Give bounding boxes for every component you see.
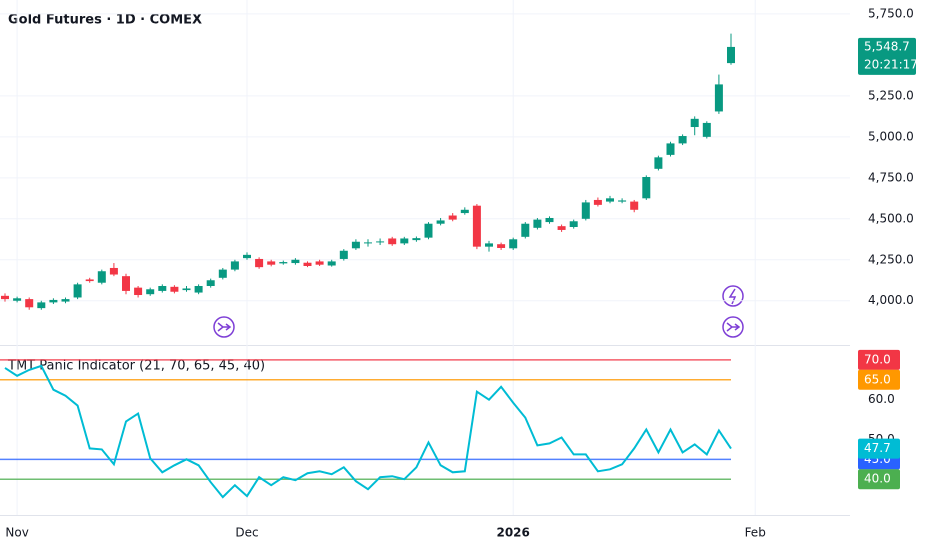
candle-body <box>182 288 191 291</box>
candle-body <box>218 269 227 278</box>
last-value-label: 47.7 <box>864 441 891 455</box>
candle-body <box>170 286 179 292</box>
candle-body <box>339 250 348 259</box>
indicator-line <box>4 364 732 499</box>
level-label-box <box>858 369 900 390</box>
indicator-title: TMT Panic Indicator (21, 70, 65, 45, 40) <box>7 359 265 374</box>
candle-body <box>315 261 324 265</box>
candle-body <box>351 241 360 249</box>
candle-body <box>630 201 639 210</box>
y-tick-label: 5,000.0 <box>868 129 914 143</box>
candle-body <box>642 177 651 199</box>
x-tick-label: Nov <box>5 526 28 540</box>
candle-body <box>727 46 735 64</box>
event-icon-arrow <box>726 322 741 332</box>
candle-body <box>61 299 70 302</box>
y-tick-label: 4,500.0 <box>868 211 914 225</box>
candle-body <box>303 262 312 267</box>
candle-body <box>206 280 215 286</box>
candle-body <box>448 215 457 220</box>
candle-body <box>557 226 566 230</box>
candle-body <box>654 157 663 169</box>
chart-title: Gold Futures · 1D · COMEX <box>8 13 202 28</box>
candle-body <box>545 217 554 223</box>
candle-body <box>606 198 614 202</box>
candle-body <box>1 295 9 300</box>
candle-body <box>497 244 506 248</box>
candle-body <box>25 299 34 308</box>
candle-body <box>666 143 675 155</box>
candle-body <box>618 200 627 202</box>
candle-body <box>97 271 106 283</box>
x-tick-label: Dec <box>235 526 258 540</box>
candle-body <box>194 285 203 293</box>
candle-body <box>279 262 288 264</box>
candle-body <box>146 289 155 295</box>
event-icons <box>213 285 744 338</box>
candle-body <box>364 242 372 244</box>
candle-body <box>581 202 590 219</box>
event-icon <box>213 316 235 338</box>
candle-body <box>255 258 264 268</box>
candle-body <box>412 238 421 241</box>
y-tick-label: 5,750.0 <box>868 6 914 20</box>
candle-body <box>267 261 276 265</box>
level-label-box <box>858 469 900 490</box>
candle-body <box>109 267 118 275</box>
countdown: 20:21:17 <box>864 57 918 71</box>
candle-body <box>230 261 239 270</box>
event-icon-arrow <box>217 322 232 332</box>
candle-body <box>690 118 699 128</box>
candle-body <box>85 279 94 282</box>
candle-body <box>49 299 58 303</box>
candle-body <box>73 284 82 298</box>
x-tick-label: 2026 <box>496 526 529 540</box>
y-tick-label: 4,750.0 <box>868 170 914 184</box>
last-price-label: 5,548.7 <box>864 39 910 53</box>
candle-body <box>521 223 530 237</box>
level-label: 70.0 <box>864 352 891 366</box>
candle-body <box>327 261 336 266</box>
level-label-box <box>858 349 900 370</box>
candle-body <box>37 302 46 309</box>
candle-body <box>533 219 542 228</box>
candle-body <box>291 259 300 264</box>
candle-body <box>13 298 22 301</box>
price-tag <box>858 37 916 75</box>
candle-body <box>243 254 251 259</box>
candle-body <box>388 238 397 245</box>
event-icon <box>722 316 744 338</box>
x-tick-label: Feb <box>745 526 766 540</box>
y-tick-label: 4,250.0 <box>868 252 914 266</box>
y-tick-label: 4,000.0 <box>868 293 914 307</box>
y-tick-label: 5,250.0 <box>868 88 914 102</box>
candle-body <box>122 276 130 291</box>
level-label: 65.0 <box>864 372 891 386</box>
candle-body <box>134 287 143 296</box>
level-label: 40.0 <box>864 472 891 486</box>
candle-body <box>569 221 578 227</box>
candle-body <box>376 241 385 243</box>
candle-body <box>158 285 167 291</box>
candle-body <box>472 205 481 247</box>
candle-body <box>678 136 687 144</box>
candle-body <box>593 199 602 205</box>
last-value-box <box>858 438 900 459</box>
y-tick-label: 60.0 <box>868 392 895 406</box>
candle-body <box>714 84 723 112</box>
candle-body <box>424 223 433 238</box>
candle-body <box>460 209 469 214</box>
candle-body <box>509 239 518 249</box>
candle-body <box>485 243 493 247</box>
event-icon <box>722 285 744 307</box>
candle-body <box>400 238 409 244</box>
candle-body <box>702 122 711 137</box>
candle-body <box>436 220 445 224</box>
